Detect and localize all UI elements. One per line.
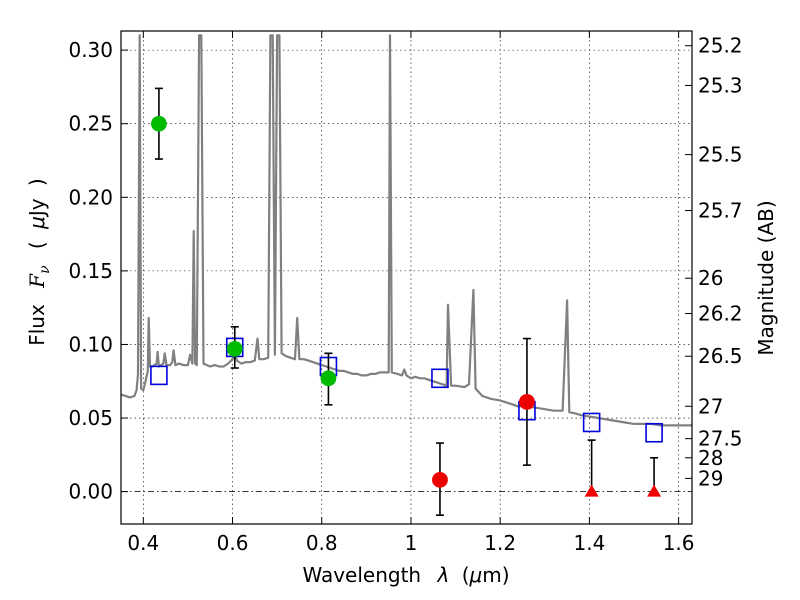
model-photometry-square xyxy=(431,368,449,389)
y-axis-unit-rest: Jy xyxy=(25,198,49,218)
model-photometry-square xyxy=(582,412,601,433)
y-axis-unit-mu: μ xyxy=(25,216,49,230)
photometry-points-layer xyxy=(150,87,663,516)
y-axis-unit-close: ) xyxy=(25,178,49,186)
x-tick-label: 0.6 xyxy=(217,531,249,555)
y-tick-label: 0.10 xyxy=(68,332,113,356)
y-tick-label: 0.05 xyxy=(68,406,113,430)
x-axis-unit-open: ( xyxy=(462,563,470,587)
x-axis-unit-mu: μ xyxy=(469,563,483,587)
magnitude-tick-label: 25.5 xyxy=(698,143,743,167)
magnitude-axis-title: Magnitude (AB) xyxy=(754,200,778,355)
magnitude-tick-label: 28 xyxy=(698,446,723,470)
y-tick-label: 0.25 xyxy=(68,112,113,136)
x-axis-title: Wavelength λ (μm) xyxy=(302,563,509,587)
x-axis-title-text: Wavelength xyxy=(302,563,421,587)
y-axis-unit-open: ( xyxy=(25,241,49,249)
model-photometry-square xyxy=(645,422,663,443)
magnitude-tick-label: 27 xyxy=(698,394,723,418)
y-axis-flux-subscript: ν xyxy=(37,265,53,274)
x-tick-label: 1.6 xyxy=(663,531,695,555)
axis-ticks: 0.4 0.6 0.8 1 1.2 1.4 1.6 0.00 0.05 0.10 0.15 0.20 0… xyxy=(68,31,743,555)
magnitude-tick-label: 29 xyxy=(698,466,723,490)
x-tick-label: 0.8 xyxy=(306,531,338,555)
magnitude-tick-label: 27.5 xyxy=(698,427,743,451)
non-detection-point xyxy=(432,471,448,488)
x-tick-label: 1.4 xyxy=(573,531,605,555)
y-axis-title-text: Flux xyxy=(25,304,49,346)
detection-point xyxy=(320,370,337,387)
model-spectrum-line xyxy=(121,34,692,427)
y-tick-label: 0.30 xyxy=(68,38,113,62)
magnitude-tick-label: 26 xyxy=(698,266,723,290)
x-tick-label: 1.2 xyxy=(484,531,516,555)
magnitude-tick-label: 25.2 xyxy=(698,34,743,58)
model-spectrum-layer xyxy=(121,34,692,427)
detection-point xyxy=(151,115,167,132)
non-detection-point xyxy=(519,393,535,410)
y-axis-title: Flux Fν ( μJy ) xyxy=(25,178,54,346)
x-axis-lambda-symbol: λ xyxy=(436,563,449,587)
magnitude-tick-label: 26.5 xyxy=(698,344,743,368)
y-axis-flux-symbol: F xyxy=(25,273,49,289)
y-tick-label: 0.00 xyxy=(68,480,113,504)
x-axis-unit-rest: m) xyxy=(482,563,509,587)
plot-frame xyxy=(120,30,693,525)
magnitude-tick-label: 25.7 xyxy=(698,199,743,223)
grid-lines xyxy=(121,31,692,524)
detection-point xyxy=(226,340,243,357)
magnitude-tick-label: 26.2 xyxy=(698,302,743,326)
model-photometry-square xyxy=(150,365,168,386)
magnitude-tick-label: 25.3 xyxy=(698,73,743,97)
x-tick-label: 1 xyxy=(405,531,418,555)
y-tick-label: 0.20 xyxy=(68,185,113,209)
x-tick-label: 0.4 xyxy=(127,531,159,555)
upper-limit-triangle xyxy=(647,484,662,497)
upper-limit-triangle xyxy=(584,484,599,497)
y-tick-label: 0.15 xyxy=(68,259,113,283)
